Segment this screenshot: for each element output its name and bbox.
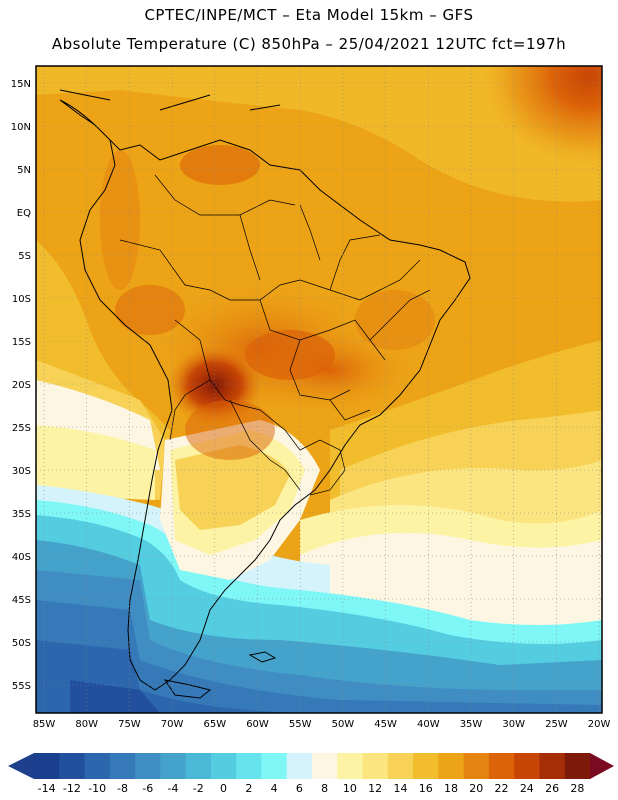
longitude-label: 25W <box>545 719 568 730</box>
colorbar-segment <box>312 753 338 779</box>
latitude-label: 5S <box>18 251 31 262</box>
longitude-label: 35W <box>460 719 483 730</box>
colorbar-segment <box>463 753 490 779</box>
colorbar-segment <box>135 753 161 779</box>
colorbar-label: 2 <box>245 782 253 795</box>
colorbar-label: 20 <box>469 782 484 795</box>
colorbar-label: -12 <box>62 782 81 795</box>
colorbar-label: -6 <box>142 782 154 795</box>
longitude-label: 60W <box>246 719 269 730</box>
longitude-label: 55W <box>289 719 312 730</box>
latitude-label: 5N <box>17 165 31 176</box>
longitude-label: 85W <box>33 719 56 730</box>
latitude-label: 15S <box>12 337 31 348</box>
colorbar-segment <box>564 753 591 779</box>
colorbar-label: 24 <box>519 782 534 795</box>
latitude-label: 15N <box>11 79 31 90</box>
colorbar-segment <box>514 753 540 779</box>
latitude-labels: 15N 10N 5N EQ 5S 10S 15S 20S 25S 30S 35S 40S 45S 50S 5… <box>11 79 31 692</box>
longitude-label: 40W <box>417 719 440 730</box>
colorbar-label: 4 <box>270 782 278 795</box>
latitude-label: 10S <box>12 294 31 305</box>
colorbar-segment <box>438 753 465 779</box>
latitude-label: EQ <box>17 208 31 219</box>
temperature-field <box>36 66 602 713</box>
colorbar-min-arrow <box>8 753 34 779</box>
latitude-label: 35S <box>12 509 31 520</box>
colorbar-segment <box>185 753 212 779</box>
colorbar-segment <box>109 753 136 779</box>
colorbar <box>8 753 614 779</box>
colorbar-segment <box>286 753 313 779</box>
longitude-label: 70W <box>161 719 184 730</box>
chart-title-line2: Absolute Temperature (C) 850hPa – 25/04/… <box>51 35 567 53</box>
colorbar-label: 22 <box>494 782 509 795</box>
colorbar-label: 6 <box>295 782 303 795</box>
country-borders <box>119 174 431 496</box>
colorbar-max-arrow <box>590 753 614 779</box>
longitude-label: 20W <box>588 719 611 730</box>
map-frame <box>35 65 603 714</box>
latitude-label: 50S <box>12 638 31 649</box>
colorbar-segment <box>84 753 111 779</box>
colorbar-label: 14 <box>393 782 408 795</box>
longitude-label: 30W <box>502 719 525 730</box>
colorbar-segment <box>488 753 515 779</box>
colorbar-segment <box>210 753 237 779</box>
colorbar-segment <box>160 753 187 779</box>
colorbar-segment <box>362 753 389 779</box>
coastline <box>59 89 471 699</box>
latitude-label: 30S <box>12 466 31 477</box>
colorbar-label: 16 <box>418 782 433 795</box>
colorbar-segment <box>236 753 262 779</box>
colorbar-segment <box>34 753 60 779</box>
longitude-label: 75W <box>118 719 141 730</box>
chart-title-line1: CPTEC/INPE/MCT – Eta Model 15km – GFS <box>144 6 474 24</box>
colorbar-label: 10 <box>342 782 357 795</box>
colorbar-segment <box>539 753 566 779</box>
colorbar-label: 12 <box>368 782 383 795</box>
colorbar-label: 18 <box>444 782 458 795</box>
colorbar-label: -8 <box>116 782 128 795</box>
colorbar-label: 28 <box>570 782 585 795</box>
latitude-label: 10N <box>11 122 31 133</box>
longitude-label: 80W <box>75 719 98 730</box>
colorbar-segment <box>337 753 364 779</box>
colorbar-segment <box>59 753 86 779</box>
colorbar-label: 26 <box>545 782 560 795</box>
longitude-label: 50W <box>332 719 355 730</box>
latitude-label: 40S <box>12 552 31 563</box>
colorbar-segment <box>261 753 288 779</box>
colorbar-label: -14 <box>37 782 56 795</box>
latitude-label: 20S <box>12 380 31 391</box>
longitude-label: 45W <box>374 719 397 730</box>
colorbar-label: 0 <box>220 782 228 795</box>
latitude-label: 25S <box>12 423 31 434</box>
longitude-label: 65W <box>203 719 226 730</box>
latitude-label: 55S <box>12 681 31 692</box>
colorbar-segment <box>387 753 414 779</box>
colorbar-segment <box>413 753 439 779</box>
colorbar-label: -2 <box>192 782 204 795</box>
colorbar-label: -10 <box>88 782 107 795</box>
latitude-label: 45S <box>12 595 31 606</box>
colorbar-label: 8 <box>321 782 329 795</box>
longitude-labels: 85W 80W 75W 70W 65W 60W 55W 50W 45W 40W 35W 30W 25W 2… <box>33 719 611 730</box>
colorbar-label: -4 <box>167 782 179 795</box>
